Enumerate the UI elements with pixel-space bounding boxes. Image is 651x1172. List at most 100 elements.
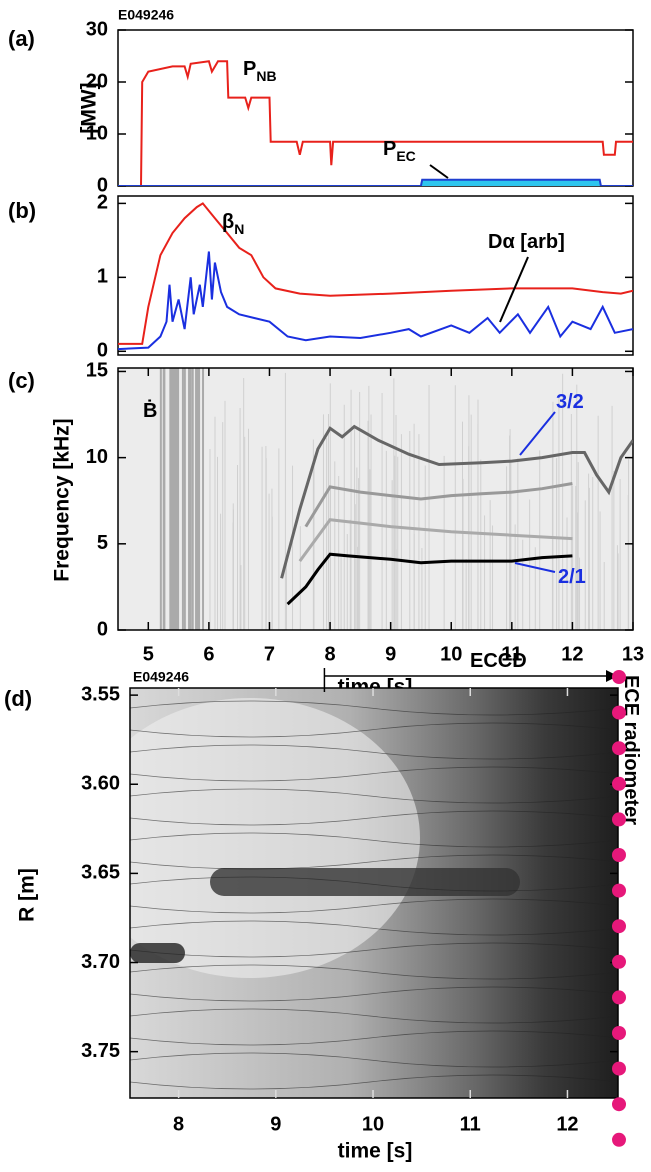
contour-line bbox=[130, 942, 618, 958]
x-tick-label: 11 bbox=[501, 643, 522, 665]
annotation: PEC bbox=[383, 138, 416, 163]
y-tick-label: 1 bbox=[97, 266, 108, 288]
x-tick-label: 13 bbox=[622, 643, 644, 665]
y-tick-label: 3.60 bbox=[81, 773, 120, 795]
contour-line bbox=[130, 854, 618, 870]
annotation-text: P bbox=[243, 58, 256, 80]
ece-channel bbox=[612, 741, 626, 756]
x-axis-label: time [s] bbox=[338, 1140, 413, 1163]
annotation-sub: N bbox=[234, 221, 244, 237]
leader-line bbox=[499, 256, 529, 323]
contour-line bbox=[130, 898, 618, 914]
x-tick-label: 9 bbox=[385, 643, 396, 665]
ece-channel bbox=[612, 883, 626, 898]
contour-map bbox=[130, 688, 618, 1098]
annotation: Dα [arb] bbox=[488, 231, 565, 253]
y-tick-label: 3.55 bbox=[81, 683, 120, 705]
annotation-sub: EC bbox=[396, 148, 415, 164]
panel-label: (a) bbox=[8, 26, 35, 51]
x-tick-label: 7 bbox=[264, 643, 275, 665]
x-tick-label: 12 bbox=[556, 1113, 578, 1135]
contour-line bbox=[130, 920, 618, 936]
contour-light bbox=[130, 698, 420, 978]
ece-channel bbox=[612, 776, 626, 791]
ece-channel bbox=[612, 954, 626, 969]
y-axis-label: [MW] bbox=[78, 82, 101, 133]
contour-line bbox=[130, 744, 618, 760]
x-tick-label: 11 bbox=[460, 1113, 481, 1135]
shot-label: E049246 bbox=[118, 7, 174, 23]
panel-label: (c) bbox=[8, 368, 35, 393]
contour-line bbox=[130, 964, 618, 980]
leader-line bbox=[429, 164, 449, 179]
annotation: 3/2 bbox=[556, 391, 584, 413]
annotation: 2/1 bbox=[558, 566, 586, 588]
y-tick-label: 30 bbox=[86, 18, 108, 40]
series-line bbox=[280, 424, 633, 579]
annotation: ECCD bbox=[470, 650, 527, 672]
annotation: Ḃ bbox=[143, 399, 157, 422]
x-tick-label: 6 bbox=[203, 643, 214, 665]
x-tick-label: 9 bbox=[270, 1113, 281, 1135]
contour-line bbox=[130, 1030, 618, 1046]
y-tick-label: 2 bbox=[97, 192, 108, 214]
y-tick-label: 3.75 bbox=[81, 1040, 120, 1062]
plot-frame bbox=[117, 29, 634, 187]
leader-line bbox=[519, 411, 556, 456]
x-tick-label: 12 bbox=[561, 643, 583, 665]
ece-channel bbox=[612, 919, 626, 934]
y-tick-label: 0 bbox=[97, 618, 108, 640]
series-line bbox=[118, 60, 633, 186]
y-tick-label: 5 bbox=[97, 532, 108, 554]
contour-line bbox=[130, 722, 618, 738]
y-axis-label: R [m] bbox=[16, 868, 39, 922]
y-tick-label: 15 bbox=[86, 360, 108, 382]
ece-channel bbox=[612, 990, 626, 1005]
contour-line bbox=[130, 876, 618, 892]
contour-line bbox=[130, 1052, 618, 1068]
x-tick-label: 10 bbox=[440, 643, 462, 665]
annotation-text: ECCD bbox=[470, 650, 527, 672]
annotation-text: Dα [arb] bbox=[488, 231, 565, 253]
x-tick-label: 8 bbox=[173, 1113, 184, 1135]
annotation-sub: NB bbox=[256, 68, 276, 84]
series-fill bbox=[118, 179, 633, 186]
y-tick-label: 0 bbox=[97, 174, 108, 196]
annotation-text: β bbox=[222, 211, 234, 233]
ece-channel bbox=[612, 705, 626, 720]
contour-line bbox=[130, 986, 618, 1002]
contour-line bbox=[130, 832, 618, 848]
panel-label: (d) bbox=[4, 686, 32, 711]
y-tick-label: 3.70 bbox=[81, 951, 120, 973]
contour-band bbox=[210, 868, 520, 896]
annotation: βN bbox=[222, 211, 244, 236]
annotation: PNB bbox=[243, 58, 277, 83]
x-tick-label: 8 bbox=[324, 643, 335, 665]
y-axis-label: Frequency [kHz] bbox=[51, 418, 74, 581]
contour-line bbox=[130, 1008, 618, 1024]
y-tick-label: 3.65 bbox=[81, 862, 120, 884]
annotation-text: P bbox=[383, 138, 396, 160]
contour-line bbox=[130, 810, 618, 826]
annotation-text: 3/2 bbox=[556, 391, 584, 413]
contour-line bbox=[130, 1074, 618, 1090]
eccd-head bbox=[606, 670, 618, 682]
y-tick-label: 20 bbox=[86, 70, 108, 92]
y-tick-label: 10 bbox=[86, 446, 108, 468]
plot-frame bbox=[117, 367, 634, 631]
series-line bbox=[118, 202, 633, 345]
panel-label: (b) bbox=[8, 198, 36, 223]
series-line bbox=[118, 178, 633, 186]
ece-channel bbox=[612, 1132, 626, 1147]
series-line bbox=[304, 482, 573, 528]
contour-line bbox=[130, 788, 618, 804]
x-tick-label: 5 bbox=[143, 643, 154, 665]
ece-channel bbox=[612, 848, 626, 862]
y-tick-label: 0 bbox=[97, 340, 108, 362]
series-line bbox=[118, 251, 633, 351]
ece-channel bbox=[612, 1061, 626, 1076]
ece-channel bbox=[612, 1097, 626, 1112]
annotation-text: Ḃ bbox=[143, 399, 157, 422]
y-tick-label: 10 bbox=[86, 122, 108, 144]
